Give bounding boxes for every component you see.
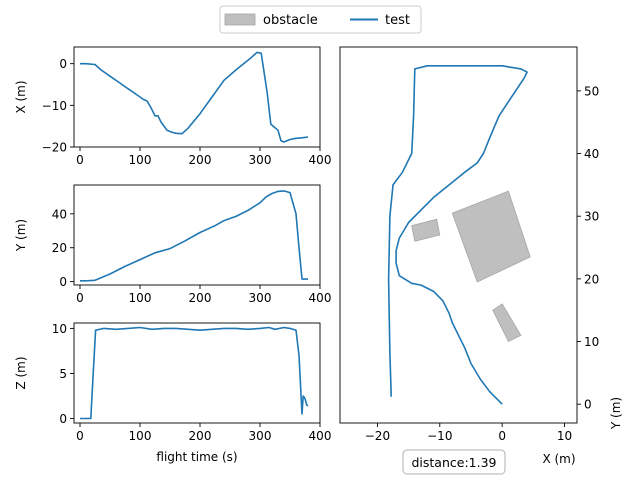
x-tick-label: 400: [309, 291, 332, 305]
y-tick-label: 10: [52, 322, 67, 336]
x-tick-label: 10: [557, 429, 572, 443]
x-tick-label: 300: [249, 429, 272, 443]
series-line-test: [80, 190, 308, 282]
x-tick-label: 0: [76, 429, 84, 443]
distance-box: [402, 449, 506, 475]
axes-frame: [339, 46, 578, 424]
x-tick-label: −20: [365, 429, 390, 443]
x-tick-label: 100: [129, 291, 152, 305]
y-tick-label: 0: [59, 57, 67, 71]
legend-obstacle-label: obstacle: [263, 13, 318, 28]
y-tick-label: 20: [584, 272, 599, 286]
y-tick-label: 20: [52, 241, 67, 255]
y-tick-label: 0: [59, 412, 67, 426]
z-vs-time-panel: 0 100 200 300 400 0 5 10 Z (m) flight time (s): [14, 322, 331, 464]
x-tick-label: 0: [498, 429, 506, 443]
y-tick-label: 0: [584, 398, 592, 412]
y-vs-time-panel: 0 100 200 300 400 0 20 40 Y (m): [14, 184, 332, 305]
legend: obstacle test: [219, 5, 422, 34]
axes-frame: [73, 184, 321, 286]
x-tick-label: 0: [76, 291, 84, 305]
y-axis-label: Z (m): [14, 356, 28, 389]
y-tick-label: −10: [42, 99, 67, 113]
x-tick-label: 100: [129, 429, 152, 443]
distance-text: distance:1.39: [411, 455, 496, 470]
x-tick-label: −10: [427, 429, 452, 443]
y-axis-label: Y (m): [14, 219, 28, 252]
x-axis-label: flight time (s): [156, 450, 237, 464]
obstacle-polygon-2: [411, 218, 441, 242]
x-tick-label: 0: [76, 153, 84, 167]
x-tick-label: 200: [189, 429, 212, 443]
trajectory-map-panel: −20 −10 0 10 0 10 20 30 40 50 Y (m) X (m): [339, 46, 623, 466]
series-line-test: [387, 65, 528, 405]
x-tick-label: 400: [309, 429, 332, 443]
x-vs-time-panel: 0 100 200 300 400 0 −10 −20 X (m): [14, 46, 332, 167]
y-axis-label: Y (m): [609, 397, 623, 430]
x-tick-label: 100: [129, 153, 152, 167]
y-axis-label: X (m): [14, 80, 28, 113]
x-tick-label: 200: [189, 291, 212, 305]
axes-frame: [73, 46, 321, 148]
series-line-test: [80, 51, 309, 143]
y-tick-label: 0: [59, 275, 67, 289]
x-tick-label: 200: [189, 153, 212, 167]
y-tick-label: 5: [59, 367, 67, 381]
x-tick-label: 300: [249, 291, 272, 305]
obstacle-polygon-3: [492, 303, 522, 343]
legend-frame: [219, 5, 422, 34]
legend-test-label: test: [385, 13, 410, 28]
obstacle-polygon-1: [451, 190, 531, 283]
x-tick-label: 400: [309, 153, 332, 167]
y-tick-label: 40: [52, 207, 67, 221]
x-tick-label: 300: [249, 153, 272, 167]
series-line-test: [80, 326, 309, 420]
axes-frame: [73, 322, 321, 424]
y-tick-label: 50: [584, 84, 599, 98]
y-tick-label: 30: [584, 210, 599, 224]
y-tick-label: 40: [584, 147, 599, 161]
y-tick-label: −20: [42, 141, 67, 155]
distance-annotation: distance:1.39: [402, 449, 506, 475]
x-axis-label: X (m): [542, 452, 575, 466]
legend-obstacle-swatch: [224, 13, 256, 26]
y-tick-label: 10: [584, 335, 599, 349]
